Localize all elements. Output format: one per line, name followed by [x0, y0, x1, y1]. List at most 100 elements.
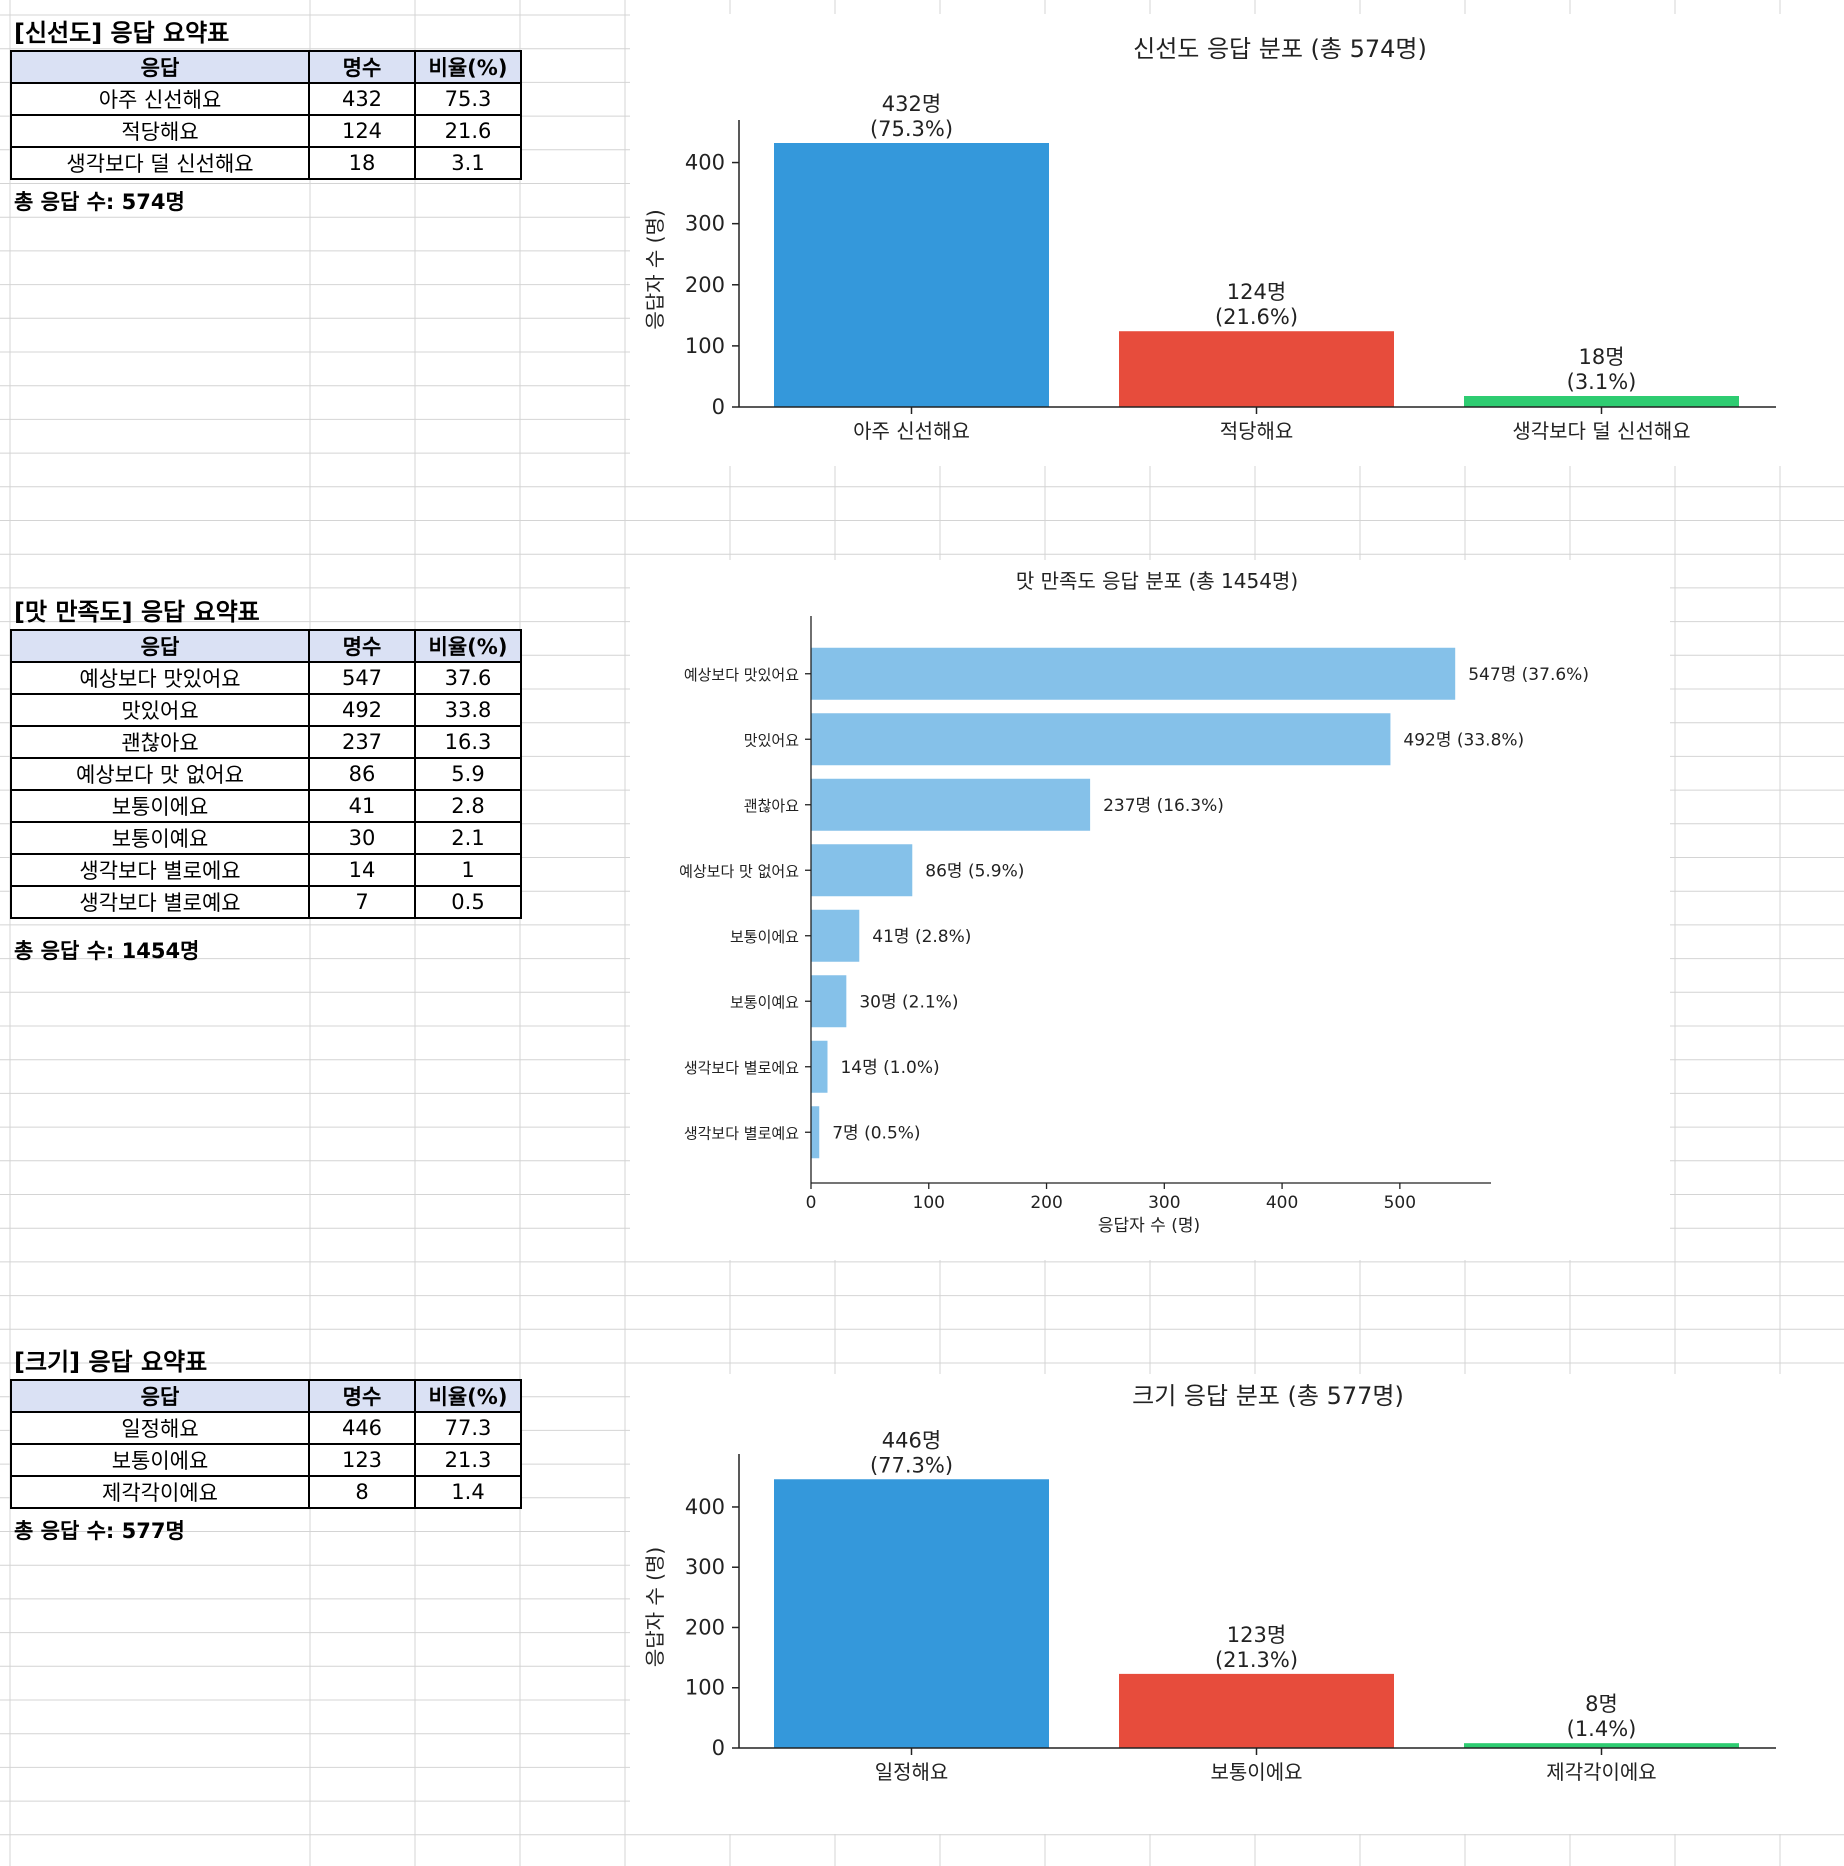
table-cell[interactable]: 432: [308, 82, 416, 116]
table-cell[interactable]: 18: [308, 146, 416, 180]
header-cell-response[interactable]: 응답: [10, 629, 310, 663]
y-tick-label: 예상보다 맛 없어요: [679, 862, 799, 880]
table-cell[interactable]: 적당해요: [10, 114, 310, 148]
x-tick-label: 일정해요: [875, 1760, 949, 1784]
table-cell[interactable]: 124: [308, 114, 416, 148]
bar-percent-label: (1.4%): [1567, 1717, 1637, 1741]
table-cell[interactable]: 77.3: [414, 1411, 522, 1445]
table-cell[interactable]: 2.8: [414, 789, 522, 823]
y-tick-label: 300: [685, 1555, 725, 1579]
table-cell[interactable]: 생각보다 덜 신선해요: [10, 146, 310, 180]
table-cell[interactable]: 보통이에요: [10, 1443, 310, 1477]
table-cell[interactable]: 123: [308, 1443, 416, 1477]
table-cell[interactable]: 괜찮아요: [10, 725, 310, 759]
table-row: 예상보다 맛 없어요 86 5.9: [10, 757, 522, 791]
y-tick-label: 200: [685, 1615, 725, 1639]
table-cell[interactable]: 16.3: [414, 725, 522, 759]
table-row: 아주 신선해요 432 75.3: [10, 82, 522, 116]
table-row: 생각보다 별로에요 14 1: [10, 853, 522, 887]
table-row: 맛있어요 492 33.8: [10, 693, 522, 727]
taste-horizontal-bar-chart[interactable]: 맛 만족도 응답 분포 (총 1454명) 547명 (37.6%) 예상보다 맛있…: [630, 560, 1670, 1260]
header-cell-count[interactable]: 명수: [308, 629, 416, 663]
x-tick-label: 보통이에요: [1211, 1760, 1303, 1784]
table-row: 생각보다 별로예요 7 0.5: [10, 885, 522, 919]
table-cell[interactable]: 75.3: [414, 82, 522, 116]
table-cell[interactable]: 547: [308, 661, 416, 695]
bar-value-label: 30명 (2.1%): [859, 992, 958, 1012]
bar: [1119, 331, 1394, 407]
table-cell[interactable]: 237: [308, 725, 416, 759]
table-cell[interactable]: 446: [308, 1411, 416, 1445]
table-cell[interactable]: 예상보다 맛 없어요: [10, 757, 310, 791]
header-cell-ratio[interactable]: 비율(%): [414, 1379, 522, 1413]
table-cell[interactable]: 생각보다 별로예요: [10, 885, 310, 919]
x-tick-label: 100: [913, 1193, 945, 1213]
table-cell[interactable]: 아주 신선해요: [10, 82, 310, 116]
bar-count-label: 8명: [1585, 1692, 1618, 1716]
table-cell[interactable]: 8: [308, 1475, 416, 1509]
bar-percent-label: (21.6%): [1215, 305, 1298, 329]
table-cell[interactable]: 보통이에요: [10, 789, 310, 823]
y-tick-label: 예상보다 맛있어요: [684, 666, 799, 684]
table-cell[interactable]: 30: [308, 821, 416, 855]
bar: [811, 647, 1456, 700]
table-cell[interactable]: 14: [308, 853, 416, 887]
y-tick-label: 생각보다 별로에요: [684, 1059, 799, 1077]
header-cell-count[interactable]: 명수: [308, 50, 416, 84]
table-header-row: 응답 명수 비율(%): [10, 50, 522, 84]
y-tick-label: 보통이예요: [730, 993, 799, 1011]
bar-value-label: 86명 (5.9%): [925, 861, 1024, 881]
table-cell[interactable]: 7: [308, 885, 416, 919]
table-cell[interactable]: 33.8: [414, 693, 522, 727]
y-axis-label: 응답자 수 (명): [643, 209, 667, 329]
bar: [811, 1040, 828, 1093]
table-cell[interactable]: 1: [414, 853, 522, 887]
taste-summary-table: 응답 명수 비율(%) 예상보다 맛있어요 547 37.6 맛있어요 492 …: [10, 629, 522, 919]
header-cell-response[interactable]: 응답: [10, 1379, 310, 1413]
freshness-bar-chart[interactable]: 신선도 응답 분포 (총 574명) 응답자 수 (명) 432명(75.3%) 아주…: [630, 14, 1844, 466]
table-cell[interactable]: 21.6: [414, 114, 522, 148]
table-cell[interactable]: 5.9: [414, 757, 522, 791]
y-tick-label: 괜찮아요: [744, 797, 799, 815]
y-tick-label: 생각보다 별로예요: [684, 1124, 799, 1142]
size-bar-chart[interactable]: 크기 응답 분포 (총 577명) 응답자 수 (명) 446명(77.3%) 일정해…: [630, 1374, 1844, 1834]
table-cell[interactable]: 일정해요: [10, 1411, 310, 1445]
bar-count-label: 124명: [1227, 280, 1286, 304]
table-row: 예상보다 맛있어요 547 37.6: [10, 661, 522, 695]
table-row: 제각각이에요 8 1.4: [10, 1475, 522, 1509]
bar-count-label: 18명: [1578, 345, 1624, 369]
y-tick-label: 400: [685, 1495, 725, 1519]
table-cell[interactable]: 21.3: [414, 1443, 522, 1477]
table-cell[interactable]: 제각각이에요: [10, 1475, 310, 1509]
size-summary-table: 응답 명수 비율(%) 일정해요 446 77.3 보통이에요 123 21.3…: [10, 1379, 522, 1509]
header-cell-ratio[interactable]: 비율(%): [414, 629, 522, 663]
table-cell[interactable]: 생각보다 별로에요: [10, 853, 310, 887]
chart-title: 신선도 응답 분포 (총 574명): [1133, 35, 1427, 63]
bar: [811, 778, 1091, 831]
table-cell[interactable]: 보통이예요: [10, 821, 310, 855]
table-cell[interactable]: 1.4: [414, 1475, 522, 1509]
table-cell[interactable]: 맛있어요: [10, 693, 310, 727]
header-cell-response[interactable]: 응답: [10, 50, 310, 84]
y-tick-label: 300: [685, 212, 725, 236]
header-cell-ratio[interactable]: 비율(%): [414, 50, 522, 84]
x-tick-label: 300: [1148, 1193, 1180, 1213]
table-row: 괜찮아요 237 16.3: [10, 725, 522, 759]
table-cell[interactable]: 0.5: [414, 885, 522, 919]
y-tick-label: 0: [712, 1736, 725, 1760]
taste-total-label: 총 응답 수: 1454명: [14, 939, 200, 963]
table-row: 일정해요 446 77.3: [10, 1411, 522, 1445]
header-cell-count[interactable]: 명수: [308, 1379, 416, 1413]
size-total-label: 총 응답 수: 577명: [14, 1519, 185, 1543]
table-cell[interactable]: 3.1: [414, 146, 522, 180]
table-cell[interactable]: 2.1: [414, 821, 522, 855]
table-cell[interactable]: 492: [308, 693, 416, 727]
y-tick-label: 보통이에요: [730, 928, 799, 946]
table-cell[interactable]: 41: [308, 789, 416, 823]
table-cell[interactable]: 예상보다 맛있어요: [10, 661, 310, 695]
bar: [774, 143, 1049, 407]
table-cell[interactable]: 37.6: [414, 661, 522, 695]
table-row: 적당해요 124 21.6: [10, 114, 522, 148]
table-cell[interactable]: 86: [308, 757, 416, 791]
x-tick-label: 생각보다 덜 신선해요: [1512, 419, 1690, 443]
